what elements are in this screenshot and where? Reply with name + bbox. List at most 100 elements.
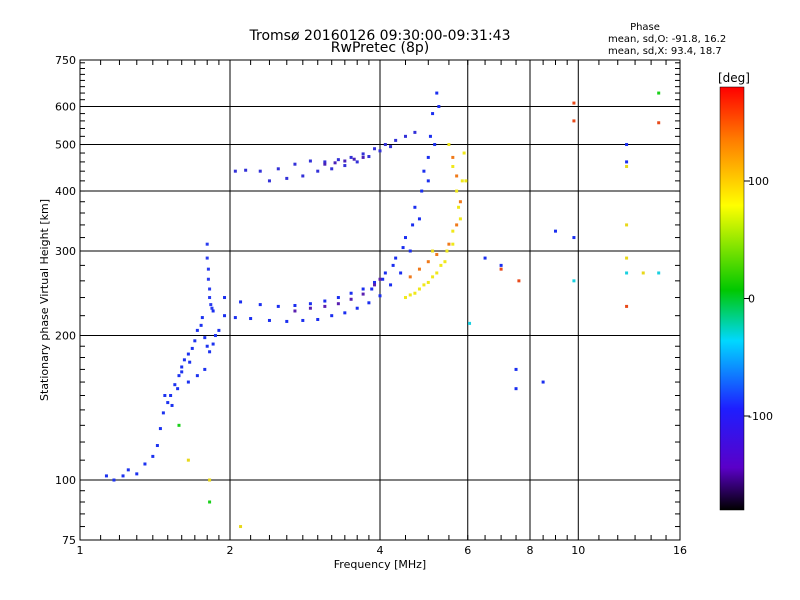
x-axis-label: Frequency [MHz] bbox=[334, 558, 426, 571]
x-tick-label: 2 bbox=[227, 544, 234, 557]
data-point bbox=[208, 296, 212, 300]
data-point bbox=[451, 164, 455, 168]
data-point bbox=[170, 403, 174, 407]
data-point bbox=[447, 242, 451, 246]
data-point bbox=[373, 280, 377, 284]
data-point bbox=[316, 169, 320, 173]
data-point bbox=[182, 358, 186, 362]
data-point bbox=[213, 334, 217, 338]
data-point bbox=[483, 256, 487, 260]
data-point bbox=[180, 370, 184, 374]
x-tick-label: 1 bbox=[77, 544, 84, 557]
data-point bbox=[209, 303, 213, 307]
data-point bbox=[104, 474, 108, 478]
data-point bbox=[625, 160, 629, 164]
data-point bbox=[625, 223, 629, 227]
y-tick-label: 100 bbox=[55, 474, 76, 487]
data-point bbox=[428, 134, 432, 138]
data-point bbox=[233, 169, 237, 173]
colorbar-ticks: 100 0 -100 bbox=[744, 175, 773, 423]
data-point bbox=[367, 155, 371, 159]
data-point bbox=[233, 316, 237, 320]
data-point bbox=[426, 179, 430, 183]
data-point bbox=[426, 155, 430, 159]
data-point bbox=[625, 271, 629, 275]
data-point bbox=[455, 174, 459, 178]
data-point bbox=[625, 164, 629, 168]
data-point bbox=[378, 149, 382, 153]
data-point bbox=[641, 271, 645, 275]
x-tick-label: 8 bbox=[527, 544, 534, 557]
data-point bbox=[399, 271, 403, 275]
data-point bbox=[244, 168, 248, 172]
data-point bbox=[426, 260, 430, 264]
data-point bbox=[464, 179, 468, 183]
data-point bbox=[451, 242, 455, 246]
data-point bbox=[625, 256, 629, 260]
data-point bbox=[451, 155, 455, 159]
stats-x-line: mean, sd,X: 93.4, 18.7 bbox=[608, 46, 722, 57]
data-point bbox=[126, 468, 130, 472]
data-point bbox=[417, 267, 421, 271]
chart-subtitle: RwPretec (8p) bbox=[331, 40, 429, 56]
data-point bbox=[176, 387, 180, 391]
data-point bbox=[657, 271, 661, 275]
data-point bbox=[514, 367, 518, 371]
chart-title: Tromsø 20160126 09:30:00-09:31:43 bbox=[249, 28, 511, 44]
data-point bbox=[417, 287, 421, 291]
data-point bbox=[408, 249, 412, 253]
data-point bbox=[462, 151, 466, 155]
data-point bbox=[200, 316, 204, 320]
data-point bbox=[553, 229, 557, 233]
data-point bbox=[180, 365, 184, 369]
data-point bbox=[158, 427, 162, 431]
data-point bbox=[499, 263, 503, 267]
data-point bbox=[208, 478, 212, 482]
data-point bbox=[343, 164, 347, 168]
data-point bbox=[389, 145, 393, 149]
data-point bbox=[413, 291, 417, 295]
plot-area: 1 2 4 6 8 10 16 75 100 200 300 400 500 600 750 bbox=[55, 54, 687, 557]
data-point bbox=[361, 152, 365, 156]
data-point bbox=[208, 500, 212, 504]
data-point bbox=[190, 346, 194, 350]
x-tick-label: 4 bbox=[377, 544, 384, 557]
data-point bbox=[276, 304, 280, 308]
y-axis-label: Stationary phase Virtual Height [km] bbox=[38, 199, 51, 401]
plot-frame bbox=[79, 59, 681, 541]
data-point bbox=[323, 160, 327, 164]
data-point bbox=[249, 317, 253, 321]
data-point bbox=[401, 246, 405, 250]
data-point bbox=[381, 277, 385, 281]
data-point bbox=[455, 223, 459, 227]
data-point bbox=[316, 317, 320, 321]
data-point bbox=[408, 293, 412, 297]
data-point bbox=[121, 474, 125, 478]
data-point bbox=[336, 296, 340, 300]
data-point bbox=[383, 143, 387, 147]
x-tick-label: 10 bbox=[571, 544, 585, 557]
data-point bbox=[517, 279, 521, 283]
data-point bbox=[394, 138, 398, 142]
y-tick-label: 300 bbox=[55, 245, 76, 258]
data-point bbox=[258, 303, 262, 307]
data-point bbox=[188, 360, 192, 364]
data-point bbox=[210, 306, 214, 310]
stats-o-line: mean, sd,O: -91.8, 16.2 bbox=[608, 34, 726, 45]
data-point bbox=[443, 260, 447, 264]
data-point bbox=[367, 301, 371, 305]
data-point bbox=[657, 121, 661, 125]
data-point bbox=[217, 328, 221, 332]
data-point bbox=[435, 91, 439, 95]
colorbar-tick-label: 100 bbox=[748, 175, 769, 188]
data-point bbox=[572, 236, 576, 240]
data-point bbox=[223, 314, 227, 318]
data-point bbox=[267, 318, 271, 322]
data-point bbox=[657, 91, 661, 95]
data-point bbox=[135, 472, 139, 476]
y-tick-label: 600 bbox=[55, 101, 76, 114]
data-point bbox=[349, 297, 353, 301]
data-point bbox=[323, 162, 327, 166]
colorbar-tick-label: -100 bbox=[748, 410, 773, 423]
y-tick-label: 500 bbox=[55, 139, 76, 152]
